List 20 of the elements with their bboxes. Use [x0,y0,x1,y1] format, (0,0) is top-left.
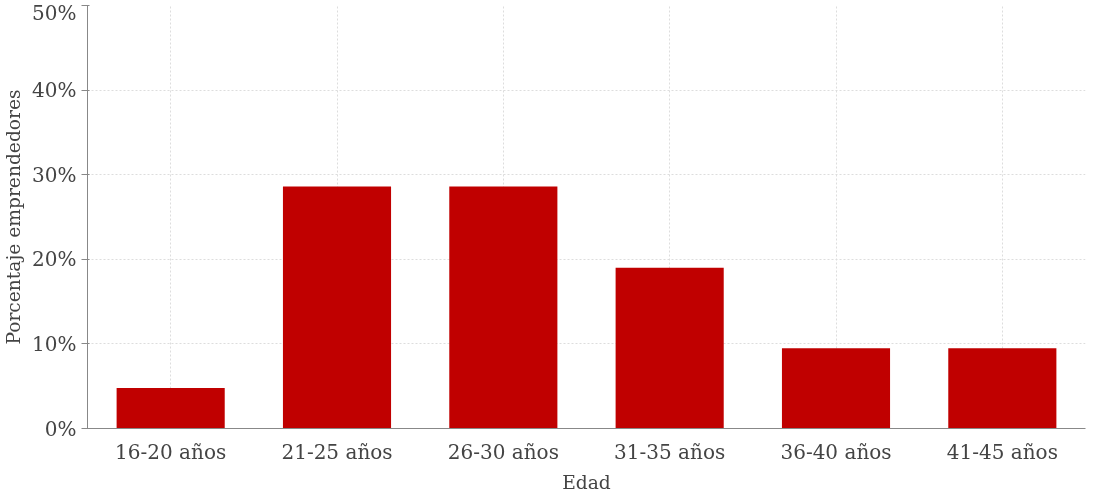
y-tick-label: 40% [32,78,77,103]
bar [116,387,225,429]
x-tick-label: 36-40 años [780,439,892,464]
x-tick-label: 16-20 años [115,439,227,464]
y-tick-label: 50% [32,0,77,25]
y-tick-label: 20% [32,247,77,272]
x-tick-label: 21-25 años [281,439,393,464]
bar [781,348,891,429]
y-axis-title: Porcentaje emprendedores [3,89,25,345]
bar [948,348,1057,429]
bar [615,267,724,429]
x-tick-label: 41-45 años [946,439,1058,464]
y-tick-label: 10% [32,331,77,356]
y-tick-label: 30% [32,162,77,187]
y-tick-label: 0% [44,416,77,441]
bar [282,186,392,429]
bar [449,186,558,429]
x-tick-label: 26-30 años [447,439,559,464]
x-tick-label: 31-35 años [614,439,726,464]
x-axis-title: Edad [562,471,611,493]
